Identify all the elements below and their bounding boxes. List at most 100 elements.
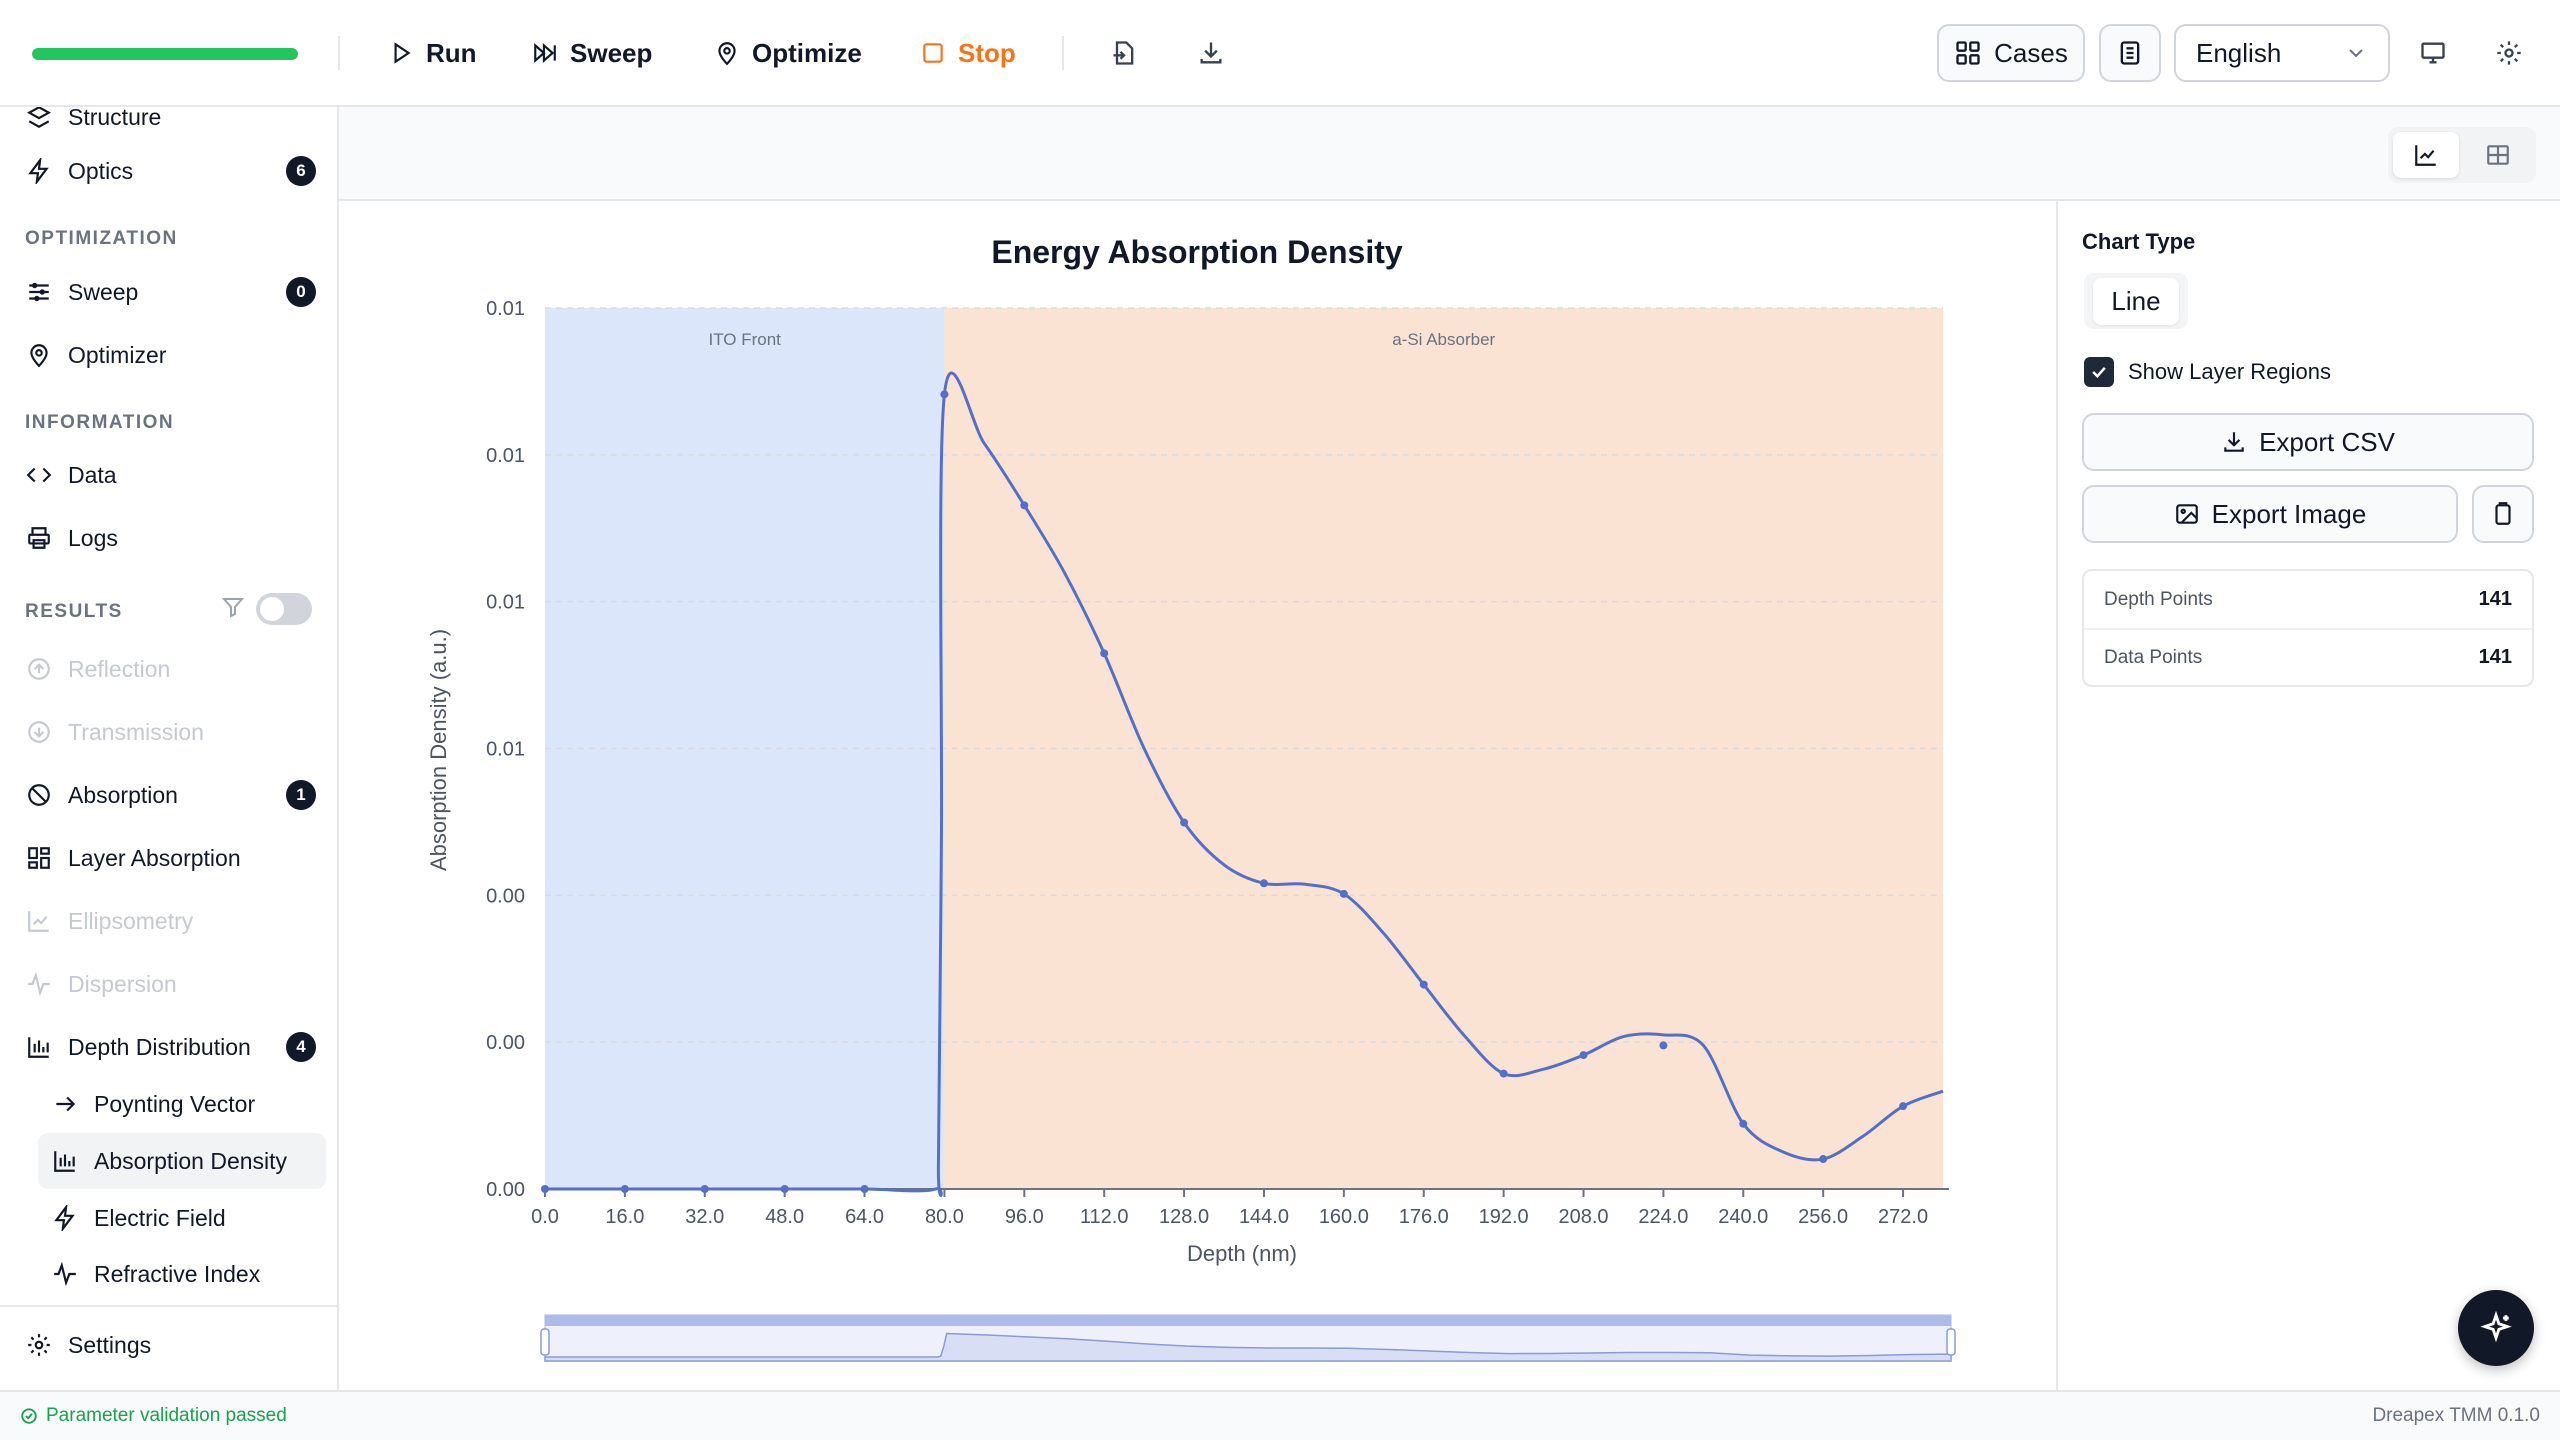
download-button[interactable] — [1192, 34, 1230, 72]
x-tick-label: 224.0 — [1638, 1206, 1688, 1228]
sidebar-item-depth-distribution[interactable]: Depth Distribution 4 — [26, 1025, 316, 1069]
ai-assistant-button[interactable] — [2458, 1290, 2534, 1366]
cases-button[interactable]: Cases — [1937, 24, 2085, 82]
data-point — [541, 1185, 549, 1193]
toolbar-divider — [1062, 36, 1064, 70]
arrow-up-circle-icon — [28, 658, 50, 680]
count-badge: 4 — [286, 1032, 316, 1062]
sidebar-divider — [0, 1305, 337, 1307]
sidebar-item-absorption[interactable]: Absorption 1 — [26, 773, 316, 817]
skip-forward-icon — [534, 43, 556, 63]
series-line — [545, 371, 1944, 1197]
import-button[interactable] — [1105, 34, 1143, 72]
y-tick-label: 0.01 — [486, 298, 525, 320]
optimize-button[interactable]: Optimize — [714, 30, 862, 76]
toolbar-divider — [338, 36, 340, 70]
monitor-icon — [2421, 42, 2445, 64]
notes-button[interactable] — [2099, 24, 2161, 82]
settings-button[interactable] — [2490, 34, 2528, 72]
sidebar-item-transmission[interactable]: Transmission — [26, 710, 316, 754]
data-point — [620, 1185, 629, 1193]
sidebar-item-logs[interactable]: Logs — [26, 516, 316, 560]
section-heading-optimization: OPTIMIZATION — [25, 228, 178, 249]
stat-label: Data Points — [2104, 646, 2203, 668]
x-tick-label: 272.0 — [1878, 1206, 1928, 1228]
progress-fill — [32, 48, 298, 60]
table-view-button[interactable] — [2465, 132, 2531, 178]
sidebar-item-refractive-index[interactable]: Refractive Index — [52, 1252, 324, 1296]
show-layer-regions-checkbox[interactable] — [2084, 357, 2114, 387]
y-tick-label: 0.01 — [486, 592, 525, 614]
y-tick-label: 0.00 — [486, 1032, 525, 1054]
file-import-icon — [1113, 41, 1134, 65]
x-tick-label: 256.0 — [1798, 1206, 1848, 1228]
sidebar-item-label: Transmission — [68, 718, 204, 745]
top-toolbar: Run Sweep Optimize Stop Cases English — [0, 0, 2560, 107]
optimize-label: Optimize — [752, 37, 862, 68]
copy-to-clipboard-button[interactable] — [2472, 485, 2534, 543]
x-tick-label: 0.0 — [531, 1206, 559, 1228]
sliders-icon — [29, 282, 49, 302]
data-point — [1739, 1119, 1748, 1128]
export-csv-button[interactable]: Export CSV — [2082, 413, 2534, 471]
sidebar-item-sweep[interactable]: Sweep 0 — [26, 270, 316, 314]
sidebar-item-layer-absorption[interactable]: Layer Absorption — [26, 836, 316, 880]
x-tick-label: 96.0 — [1005, 1206, 1044, 1228]
sidebar-item-label: Dispersion — [68, 970, 177, 997]
y-tick-label: 0.01 — [486, 445, 525, 467]
zoom-slider[interactable] — [540, 1314, 1956, 1362]
sidebar-item-label: Absorption Density — [94, 1147, 288, 1174]
sidebar-item-optimizer[interactable]: Optimizer — [26, 333, 316, 377]
stat-value: 141 — [2478, 646, 2512, 668]
sidebar-item-poynting-vector[interactable]: Poynting Vector — [52, 1082, 324, 1126]
sidebar-item-electric-field[interactable]: Electric Field — [52, 1196, 324, 1240]
data-point — [1499, 1069, 1508, 1078]
x-tick-label: 160.0 — [1319, 1206, 1369, 1228]
check-circle-icon — [21, 1408, 37, 1424]
x-tick-label: 80.0 — [925, 1206, 964, 1228]
language-select[interactable]: English — [2174, 24, 2390, 82]
map-pin-icon — [30, 344, 48, 368]
zoom-handle-left — [540, 1328, 550, 1356]
x-tick-label: 192.0 — [1479, 1206, 1529, 1228]
sidebar-item-absorption-density[interactable]: Absorption Density — [38, 1133, 326, 1189]
export-csv-label: Export CSV — [2259, 426, 2395, 457]
results-filter-toggle[interactable] — [256, 593, 312, 625]
chart-type-selector[interactable]: Line — [2084, 273, 2188, 329]
x-tick-label: 48.0 — [765, 1206, 804, 1228]
line-chart-icon — [2415, 145, 2436, 166]
sweep-button[interactable]: Sweep — [532, 30, 652, 76]
x-axis-label: Depth (nm) — [1187, 1241, 1297, 1266]
sidebar-item-data[interactable]: Data — [26, 453, 316, 497]
stat-label: Depth Points — [2104, 588, 2213, 610]
sidebar-item-label: Layer Absorption — [68, 844, 241, 871]
data-point — [700, 1185, 709, 1193]
download-icon — [1200, 42, 1222, 64]
stop-button[interactable]: Stop — [920, 30, 1016, 76]
stat-row-depth-points: Depth Points 141 — [2084, 571, 2532, 628]
sidebar-item-optics[interactable]: Optics 6 — [26, 149, 316, 193]
sidebar-item-reflection[interactable]: Reflection — [26, 647, 316, 691]
sidebar-item-ellipsometry[interactable]: Ellipsometry — [26, 899, 316, 943]
table-icon — [2487, 145, 2509, 165]
data-point — [1180, 818, 1189, 827]
display-button[interactable] — [2414, 34, 2452, 72]
sidebar-item-structure[interactable]: Structure — [26, 107, 316, 139]
y-axis-label: Absorption Density (a.u.) — [426, 629, 451, 871]
sparkles-icon — [2480, 1311, 2512, 1343]
data-point — [1259, 879, 1268, 888]
absorption-density-chart[interactable]: ITO Front a-Si Absorber 0.00 0.00 0.00 0.01 0… — [339, 201, 2056, 1390]
sweep-label: Sweep — [570, 37, 653, 68]
show-layer-regions-row[interactable]: Show Layer Regions — [2084, 357, 2331, 387]
filter-icon[interactable] — [221, 595, 245, 619]
chart-stats-table: Depth Points 141 Data Points 141 — [2082, 569, 2534, 687]
sidebar-item-label: Optics — [68, 157, 134, 184]
export-image-button[interactable]: Export Image — [2082, 485, 2458, 543]
chart-type-line-option[interactable]: Line — [2093, 277, 2179, 325]
sidebar-item-label: Electric Field — [94, 1204, 226, 1231]
chart-view-button[interactable] — [2393, 132, 2459, 178]
run-button[interactable]: Run — [388, 30, 477, 76]
sidebar-item-settings[interactable]: Settings — [26, 1323, 316, 1367]
sidebar-item-dispersion[interactable]: Dispersion — [26, 962, 316, 1006]
sidebar-item-label: Optimizer — [68, 341, 167, 368]
